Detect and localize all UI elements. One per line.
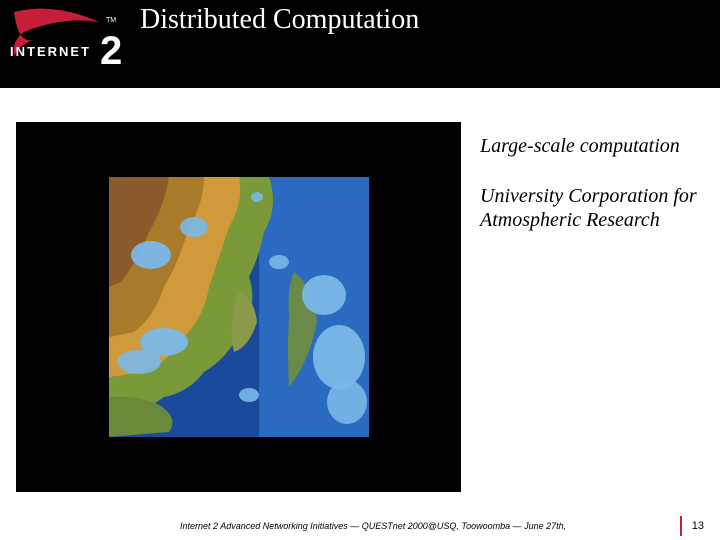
- footer: Internet 2 Advanced Networking Initiativ…: [0, 512, 720, 540]
- page-number: 13: [692, 520, 704, 532]
- side-text-block-1: Large-scale computation: [480, 134, 702, 158]
- footer-divider: [680, 516, 682, 536]
- internet2-logo: INTERNET 2 TM: [4, 4, 134, 76]
- svg-text:2: 2: [100, 29, 122, 73]
- slide-title: Distributed Computation: [140, 4, 419, 36]
- footer-text: Internet 2 Advanced Networking Initiativ…: [180, 521, 672, 531]
- map-visualization: [16, 122, 461, 492]
- svg-text:INTERNET: INTERNET: [10, 44, 91, 59]
- side-text-block-2: University Corporation for Atmospheric R…: [480, 184, 702, 232]
- svg-text:TM: TM: [106, 17, 116, 24]
- content-area: Large-scale computation University Corpo…: [0, 88, 720, 488]
- terrain-map: [109, 177, 369, 437]
- header-band: INTERNET 2 TM Distributed Computation: [0, 0, 720, 88]
- side-text: Large-scale computation University Corpo…: [480, 134, 702, 258]
